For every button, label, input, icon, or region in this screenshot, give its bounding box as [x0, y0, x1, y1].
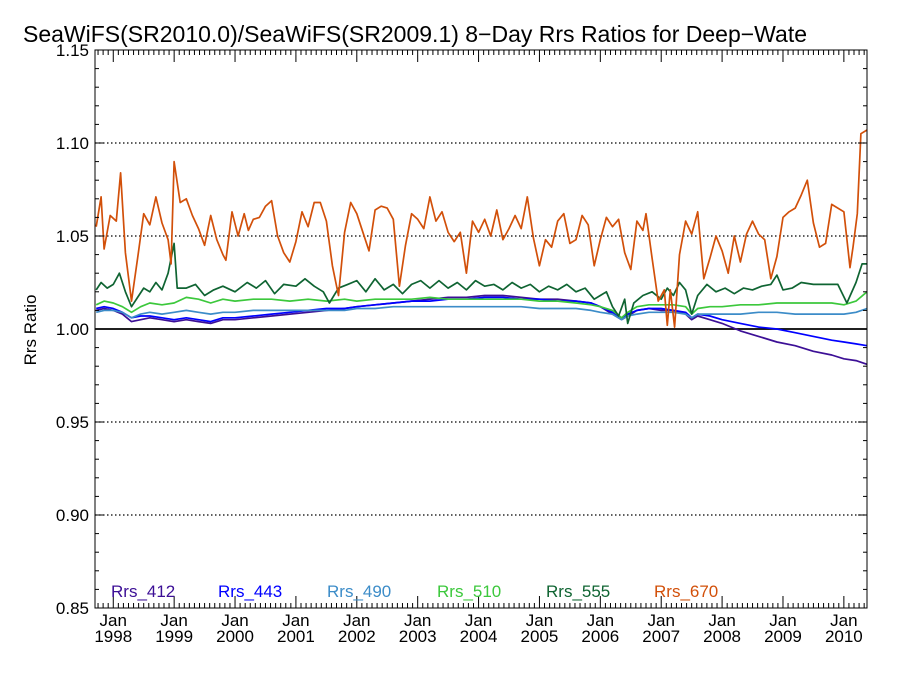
x-tick-label-year: 2006 — [581, 627, 619, 646]
legend-entry-rrs-412: Rrs_412 — [111, 582, 175, 601]
x-tick-label-year: 1998 — [94, 627, 132, 646]
x-tick-label-month: Jan — [404, 611, 431, 630]
y-tick-label: 1.00 — [56, 320, 89, 339]
legend-entry-rrs-490: Rrs_490 — [327, 582, 391, 601]
x-tick-label-month: Jan — [282, 611, 309, 630]
x-tick-label-year: 2005 — [521, 627, 559, 646]
legend-entry-rrs-510: Rrs_510 — [437, 582, 501, 601]
x-tick-label-month: Jan — [708, 611, 735, 630]
x-tick-label-month: Jan — [648, 611, 675, 630]
legend: Rrs_412 Rrs_443 Rrs_490 Rrs_510 Rrs_555 Rrs_6… — [111, 582, 718, 601]
y-tick-label: 1.05 — [56, 227, 89, 246]
x-tick-label-year: 2001 — [277, 627, 315, 646]
y-axis-label: Rrs Ratio — [21, 295, 40, 366]
y-tick-label: 0.85 — [56, 599, 89, 618]
x-tick-label-month: Jan — [100, 611, 127, 630]
y-tick-label: 0.95 — [56, 413, 89, 432]
axes: 0.850.900.951.001.051.101.15Jan1998Jan19… — [56, 41, 868, 646]
series-line-rrs-510 — [95, 291, 868, 319]
x-tick-label-year: 2009 — [764, 627, 802, 646]
series-lines — [95, 129, 868, 366]
x-tick-label-year: 2000 — [216, 627, 254, 646]
x-tick-label-year: 1999 — [155, 627, 193, 646]
legend-entry-rrs-670: Rrs_670 — [654, 582, 718, 601]
series-line-rrs-490 — [96, 305, 868, 321]
series-line-rrs-555 — [95, 242, 867, 325]
x-tick-label-year: 2002 — [338, 627, 376, 646]
x-tick-label-month: Jan — [343, 611, 370, 630]
x-tick-label-year: 2007 — [642, 627, 680, 646]
x-tick-label-month: Jan — [465, 611, 492, 630]
x-tick-label-year: 2004 — [460, 627, 498, 646]
x-tick-label-month: Jan — [160, 611, 187, 630]
x-tick-label-year: 2008 — [703, 627, 741, 646]
series-line-rrs-412 — [96, 294, 868, 366]
y-tick-label: 1.10 — [56, 134, 89, 153]
y-tick-label: 1.15 — [56, 41, 89, 60]
x-tick-label-month: Jan — [526, 611, 553, 630]
chart-title: SeaWiFS(SR2010.0)/SeaWiFS(SR2009.1) 8−Da… — [23, 21, 807, 47]
legend-entry-rrs-443: Rrs_443 — [218, 582, 282, 601]
legend-entry-rrs-555: Rrs_555 — [546, 582, 610, 601]
series-line-rrs-443 — [96, 296, 868, 347]
series-line-rrs-670 — [95, 129, 868, 328]
gridlines — [95, 142, 867, 516]
y-tick-label: 0.90 — [56, 506, 89, 525]
x-tick-label-month: Jan — [830, 611, 857, 630]
x-tick-label-month: Jan — [769, 611, 796, 630]
x-tick-label-year: 2010 — [825, 627, 863, 646]
x-tick-label-year: 2003 — [399, 627, 437, 646]
x-tick-label-month: Jan — [221, 611, 248, 630]
x-tick-label-month: Jan — [587, 611, 614, 630]
